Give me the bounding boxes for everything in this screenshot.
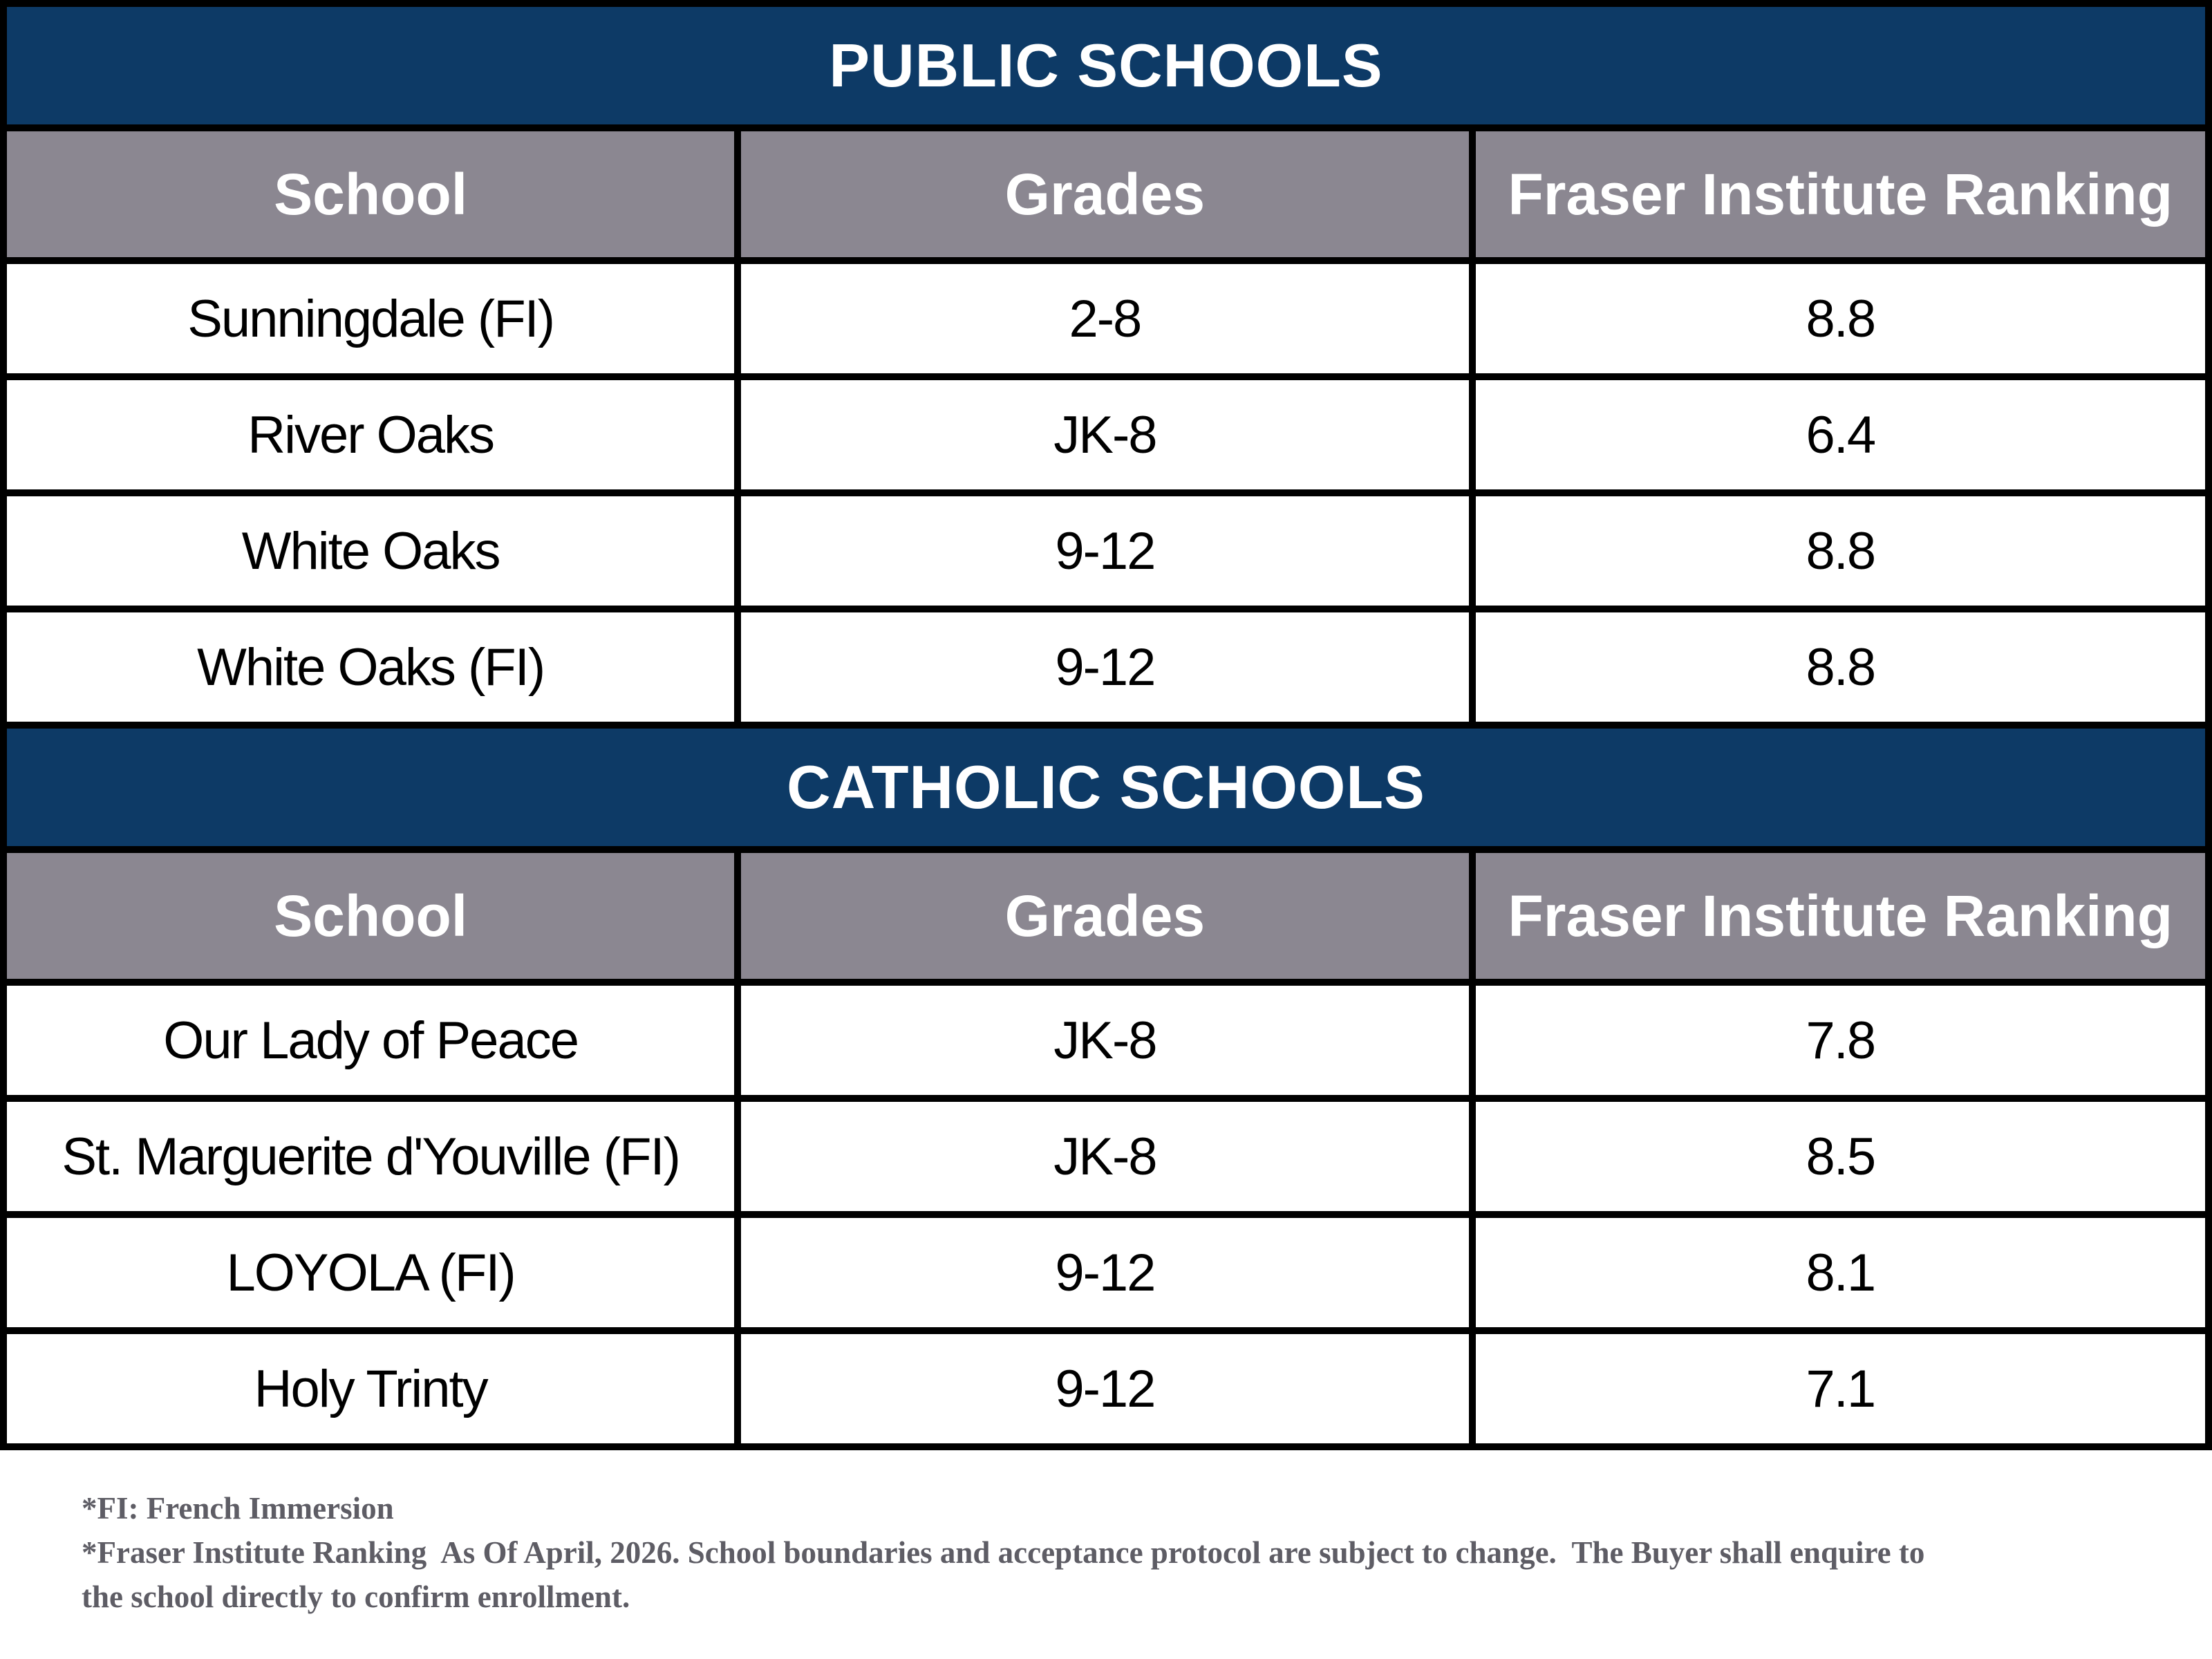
footnote-line-disclaimer-continued: the school directly to confirm enrollmen…: [82, 1580, 630, 1614]
ranking-cell: 6.4: [1468, 373, 2212, 496]
school-name-cell: White Oaks (FI): [0, 606, 742, 729]
ranking-cell: 7.8: [1468, 979, 2212, 1102]
table-row: Sunningdale (FI) 2-8 8.8: [0, 257, 2212, 380]
section-title-public: PUBLIC SCHOOLS: [0, 0, 2212, 131]
ranking-cell: 7.1: [1468, 1327, 2212, 1450]
school-rankings-table: PUBLIC SCHOOLS School Grades Fraser Inst…: [0, 0, 2212, 1450]
ranking-cell: 8.1: [1468, 1211, 2212, 1334]
column-header-school: School: [0, 846, 742, 986]
grades-cell: JK-8: [734, 979, 1476, 1102]
footnotes: *FI: French Immersion *Fraser Institute …: [82, 1486, 2171, 1619]
column-header-school: School: [0, 124, 742, 264]
column-header-fraser-ranking: Fraser Institute Ranking: [1468, 124, 2212, 264]
section-banner-row-catholic: CATHOLIC SCHOOLS: [0, 722, 2212, 853]
grades-cell: 2-8: [734, 257, 1476, 380]
school-name-cell: Sunningdale (FI): [0, 257, 742, 380]
table-row: Our Lady of Peace JK-8 7.8: [0, 979, 2212, 1102]
section-title-catholic: CATHOLIC SCHOOLS: [0, 722, 2212, 853]
ranking-cell: 8.8: [1468, 257, 2212, 380]
grades-cell: 9-12: [734, 1211, 1476, 1334]
footnote-line-disclaimer: *Fraser Institute Ranking As Of April, 2…: [82, 1535, 1925, 1570]
school-name-cell: Holy Trinty: [0, 1327, 742, 1450]
grades-cell: JK-8: [734, 1095, 1476, 1218]
column-header-grades: Grades: [734, 846, 1476, 986]
column-header-row-public: School Grades Fraser Institute Ranking: [0, 124, 2212, 264]
column-header-row-catholic: School Grades Fraser Institute Ranking: [0, 846, 2212, 986]
section-banner-row-public: PUBLIC SCHOOLS: [0, 0, 2212, 131]
ranking-cell: 8.8: [1468, 489, 2212, 612]
school-name-cell: Our Lady of Peace: [0, 979, 742, 1102]
table-row: White Oaks (FI) 9-12 8.8: [0, 606, 2212, 729]
grades-cell: JK-8: [734, 373, 1476, 496]
column-header-fraser-ranking: Fraser Institute Ranking: [1468, 846, 2212, 986]
grades-cell: 9-12: [734, 1327, 1476, 1450]
footnote-line-fi: *FI: French Immersion: [82, 1491, 394, 1526]
table-row: Holy Trinty 9-12 7.1: [0, 1327, 2212, 1450]
table-row: St. Marguerite d'Youville (FI) JK-8 8.5: [0, 1095, 2212, 1218]
column-header-grades: Grades: [734, 124, 1476, 264]
table-row: LOYOLA (FI) 9-12 8.1: [0, 1211, 2212, 1334]
grades-cell: 9-12: [734, 606, 1476, 729]
ranking-cell: 8.5: [1468, 1095, 2212, 1218]
ranking-cell: 8.8: [1468, 606, 2212, 729]
school-name-cell: White Oaks: [0, 489, 742, 612]
table-row: River Oaks JK-8 6.4: [0, 373, 2212, 496]
school-name-cell: LOYOLA (FI): [0, 1211, 742, 1334]
grades-cell: 9-12: [734, 489, 1476, 612]
school-name-cell: River Oaks: [0, 373, 742, 496]
table-row: White Oaks 9-12 8.8: [0, 489, 2212, 612]
school-name-cell: St. Marguerite d'Youville (FI): [0, 1095, 742, 1218]
